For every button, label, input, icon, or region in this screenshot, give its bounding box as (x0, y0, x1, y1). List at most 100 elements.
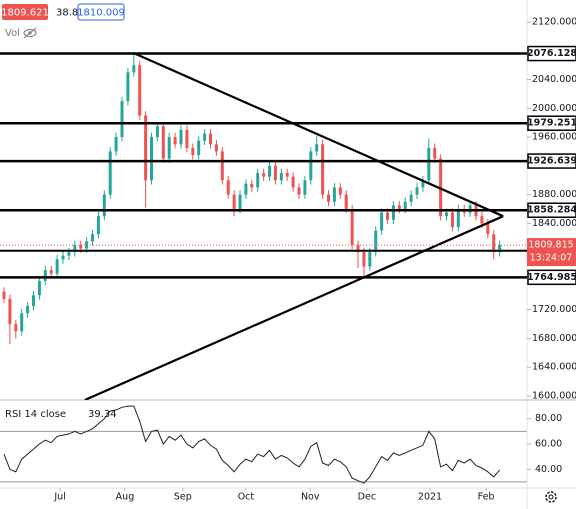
volume-label: Vol (5, 28, 20, 39)
candle-body (297, 187, 301, 195)
candle-body (161, 126, 165, 159)
spread: 38.8 (56, 8, 78, 19)
rsi-title: RSI 14 close (5, 409, 66, 420)
y-tick-label: 1720.000 (532, 304, 576, 315)
candle-body (338, 187, 342, 195)
candle-body (380, 212, 384, 231)
candle-body (144, 115, 148, 181)
level-label-box (527, 153, 576, 169)
candle-body (279, 173, 283, 181)
level-label-box (527, 202, 576, 218)
rsi-y-tick-label: 80.00 (535, 413, 562, 424)
ask-box[interactable] (77, 3, 125, 21)
candle-body (209, 133, 213, 145)
candle-body (167, 137, 171, 159)
rsi-line (3, 405, 500, 484)
candle-body (315, 144, 319, 152)
candle-body (445, 212, 449, 217)
trendline (84, 215, 504, 400)
candle-body (61, 255, 65, 260)
candle-body (79, 244, 83, 249)
candle-body (498, 244, 502, 253)
candle-body (37, 280, 41, 296)
bid-price[interactable]: 1809.621 (1, 8, 49, 19)
level-label: 1764.985 (527, 272, 576, 283)
candle-body (173, 137, 177, 145)
candle-body (321, 144, 325, 195)
candle-body (14, 324, 18, 332)
countdown: 13:24:07 (530, 253, 573, 264)
candle-body (433, 147, 437, 159)
candle-body (197, 140, 201, 156)
candle-body (179, 129, 183, 145)
ask-price[interactable]: 1810.009 (77, 8, 125, 19)
candle-body (362, 252, 366, 267)
x-tick-label: Sep (174, 492, 192, 503)
bid-box[interactable] (2, 4, 48, 20)
candle-body (421, 180, 425, 188)
rsi-y-tick-label: 40.00 (535, 464, 562, 475)
candle-body (480, 216, 484, 224)
eye-icon[interactable] (23, 27, 37, 39)
candle-body (150, 137, 154, 181)
settings-icon[interactable] (545, 491, 557, 503)
trendline (132, 51, 504, 218)
level-label-box (527, 45, 576, 62)
candle-body (273, 165, 277, 181)
candle-body (8, 298, 12, 325)
x-tick-label: Oct (238, 492, 255, 503)
candle-body (262, 173, 266, 177)
candle-body (368, 252, 372, 267)
x-tick-label: Aug (116, 492, 135, 503)
candle-body (492, 234, 496, 253)
candle-body (350, 208, 354, 245)
candle-body (26, 306, 30, 314)
candle-body (85, 241, 89, 249)
candle-body (238, 194, 242, 209)
y-tick-label: 1680.000 (532, 333, 576, 344)
candle-body (20, 313, 24, 332)
level-label: 1979.251 (527, 118, 576, 129)
candle-body (226, 180, 230, 195)
candle-body (409, 194, 413, 202)
candle-body (232, 194, 236, 209)
candle-body (450, 212, 454, 227)
level-label: 2076.128 (527, 48, 576, 59)
candle-body (32, 295, 36, 307)
x-tick-label: Feb (478, 492, 495, 503)
candle-body (256, 173, 260, 188)
candle-body (332, 187, 336, 202)
level-label-box (527, 115, 576, 131)
candle-body (203, 133, 207, 141)
y-tick-label: 1880.000 (532, 189, 576, 200)
candle-body (102, 194, 106, 217)
y-tick-label: 2040.000 (532, 74, 576, 85)
rsi-y-tick-label: 60.00 (535, 439, 562, 450)
x-tick-label: Dec (358, 492, 376, 503)
candle-body (397, 205, 401, 209)
y-tick-label: 1640.000 (532, 362, 576, 373)
candle-body (356, 244, 360, 253)
candle-body (96, 216, 100, 235)
candle-body (120, 101, 124, 138)
candle-body (55, 259, 59, 274)
candle-body (114, 137, 118, 152)
candle-body (43, 270, 47, 281)
candle-body (456, 208, 460, 227)
x-tick-label: Nov (301, 492, 320, 503)
candle-body (220, 151, 224, 181)
candle-body (108, 151, 112, 195)
level-label: 1858.284 (527, 205, 576, 216)
x-tick-label: Jul (53, 492, 65, 503)
candle-body (49, 270, 53, 274)
candle-body (91, 234, 95, 242)
candle-body (67, 252, 71, 256)
candle-body (403, 201, 407, 209)
candle-body (285, 173, 289, 177)
last-price-box (527, 238, 576, 267)
candle-body (185, 129, 189, 148)
y-tick-label: 2120.000 (532, 17, 576, 28)
candle-body (155, 126, 159, 138)
level-label-box (527, 269, 576, 286)
